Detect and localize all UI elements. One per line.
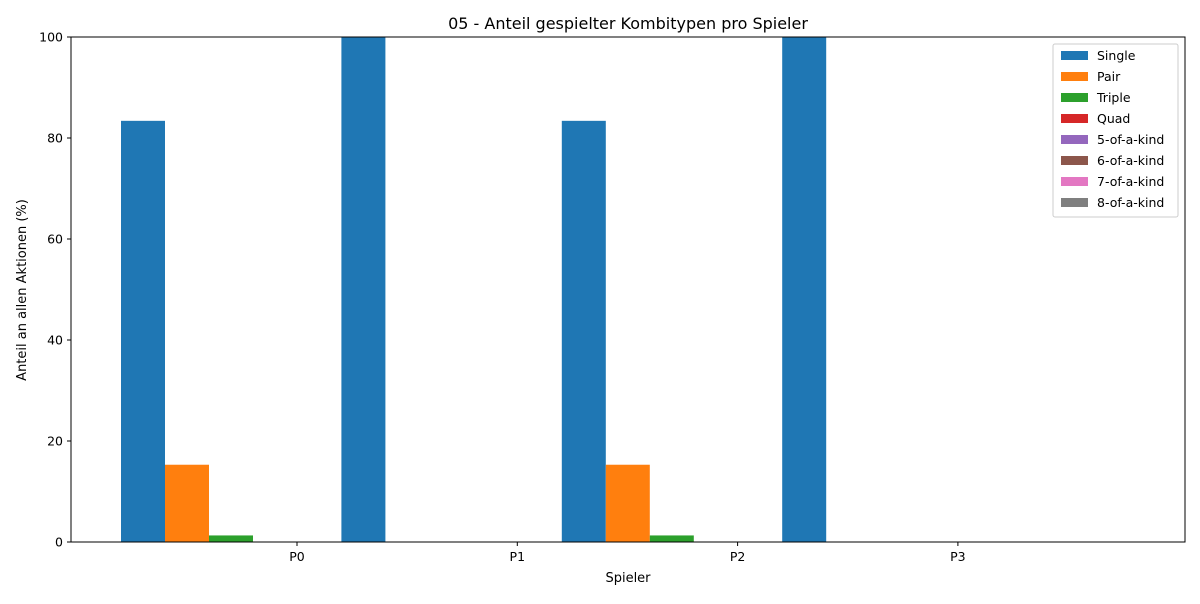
x-axis-label: Spieler [605, 571, 651, 586]
bars-layer [121, 37, 827, 542]
legend-label: 8-of-a-kind [1097, 195, 1164, 210]
legend-swatch [1061, 51, 1088, 60]
y-tick-label: 60 [47, 232, 63, 247]
legend: Single Pair Triple Quad 5-of-a-kind 6-of-a-ki… [1052, 43, 1179, 218]
legend-label: 5-of-a-kind [1097, 132, 1164, 147]
y-axis-label: Anteil an allen Aktionen (%) [15, 199, 30, 381]
bar-single-p0 [121, 120, 165, 542]
legend-label: Quad [1097, 111, 1130, 126]
chart-title: 05 - Anteil gespielter Kombitypen pro Sp… [448, 14, 808, 33]
legend-swatch [1061, 93, 1088, 102]
y-tick-label: 80 [47, 131, 63, 146]
bar-pair-p2 [605, 464, 650, 542]
bar-triple-p0 [209, 535, 253, 542]
legend-box [1052, 43, 1179, 218]
legend-label: Pair [1097, 69, 1121, 84]
x-axis: P0 P1 P2 P3 [289, 542, 966, 564]
y-axis: 0 20 40 60 80 100 [39, 30, 71, 550]
y-tick-label: 0 [55, 535, 63, 550]
bar-triple-p2 [649, 535, 694, 542]
x-tick-label: P0 [289, 549, 305, 564]
bar-single-p1 [341, 37, 386, 542]
bar-single-p3 [782, 37, 827, 542]
legend-label: 7-of-a-kind [1097, 174, 1164, 189]
x-tick-label: P2 [730, 549, 746, 564]
legend-swatch [1061, 135, 1088, 144]
bar-single-p2 [561, 120, 606, 542]
y-tick-label: 40 [47, 333, 63, 348]
x-tick-label: P3 [950, 549, 966, 564]
legend-swatch [1061, 72, 1088, 81]
bar-pair-p0 [165, 464, 209, 542]
y-tick-label: 100 [39, 30, 63, 45]
legend-label: 6-of-a-kind [1097, 153, 1164, 168]
plot-frame [70, 36, 1186, 543]
legend-swatch [1061, 114, 1088, 123]
y-tick-label: 20 [47, 434, 63, 449]
legend-swatch [1061, 198, 1088, 207]
legend-swatch [1061, 177, 1088, 186]
legend-swatch [1061, 156, 1088, 165]
legend-label: Triple [1096, 90, 1131, 105]
x-tick-label: P1 [510, 549, 526, 564]
legend-label: Single [1097, 48, 1136, 63]
